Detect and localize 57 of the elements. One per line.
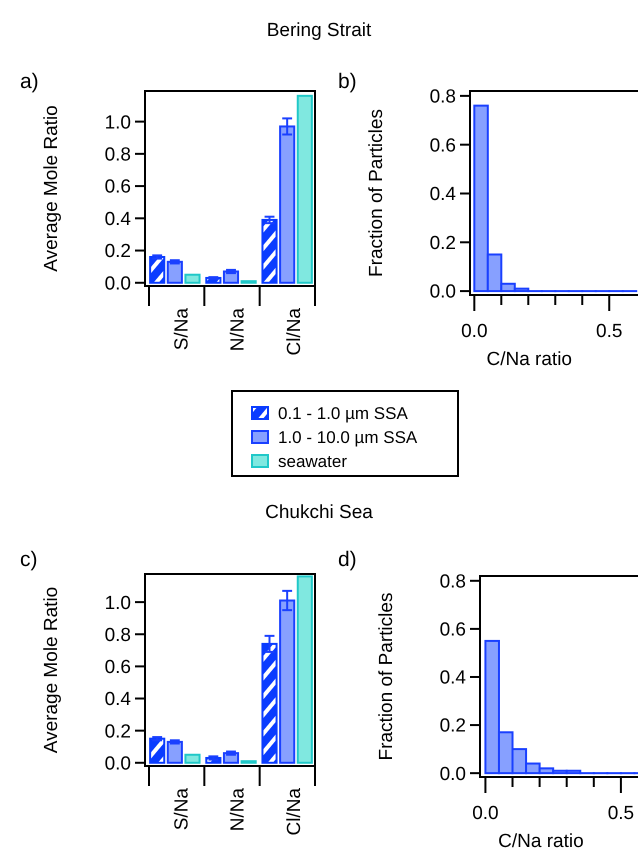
y-axis-title: Average Mole Ratio xyxy=(41,105,62,272)
legend-label: 1.0 - 10.0 µm SSA xyxy=(278,428,418,447)
y-axis-title: Fraction of Particles xyxy=(366,109,387,277)
text: c) xyxy=(20,548,38,571)
bar xyxy=(296,94,313,284)
y-tick-label: 0.0 xyxy=(104,753,131,774)
bar xyxy=(184,274,201,284)
x-tick-label: Cl/Na xyxy=(284,788,305,836)
bar xyxy=(296,575,313,764)
y-axis-title: Average Mole Ratio xyxy=(41,586,62,754)
y-tick-label: 0.2 xyxy=(104,241,131,262)
y-tick-label: 0.6 xyxy=(440,620,466,641)
x-tick-label: S/Na xyxy=(171,788,192,830)
y-tick-label: 0.2 xyxy=(430,232,456,254)
y-tick-label: 0.2 xyxy=(104,721,131,742)
x-tick-label: Cl/Na xyxy=(284,308,305,356)
y-tick-label: 0.0 xyxy=(430,282,456,303)
y-tick-label: 0.6 xyxy=(104,176,131,198)
y-tick-label: 0.8 xyxy=(104,144,131,166)
x-tick-label: 0.0 xyxy=(472,803,499,824)
chart-title: Bering Strait xyxy=(266,20,372,41)
y-tick-label: 0.4 xyxy=(430,184,456,206)
bar xyxy=(261,218,278,284)
bar xyxy=(261,642,278,764)
y-tick-label: 0.4 xyxy=(440,668,466,689)
x-axis-title: C/Na ratio xyxy=(498,831,584,851)
legend-label: seawater xyxy=(278,452,348,471)
x-tick-label: S/Na xyxy=(171,308,192,350)
x-tick-label: 0.5 xyxy=(596,321,622,342)
y-tick-label: 0.4 xyxy=(104,208,132,230)
y-tick-label: 0.6 xyxy=(430,135,456,156)
text: b) xyxy=(338,70,357,93)
x-tick-label: N/Na xyxy=(228,788,249,832)
y-axis-title: Fraction of Particles xyxy=(376,592,397,760)
bar xyxy=(166,260,183,284)
y-tick-label: 0.8 xyxy=(440,571,466,592)
y-tick-label: 1.0 xyxy=(104,112,131,134)
bar xyxy=(149,256,166,284)
x-axis-title: C/Na ratio xyxy=(486,349,572,370)
x-tick-label: N/Na xyxy=(228,308,249,352)
y-tick-label: 0.6 xyxy=(104,657,131,678)
y-tick-label: 0.0 xyxy=(104,273,131,294)
y-tick-label: 0.2 xyxy=(440,716,466,737)
bar xyxy=(184,754,201,764)
y-tick-label: 0.8 xyxy=(104,624,131,646)
y-tick-label: 1.0 xyxy=(104,592,131,614)
y-tick-label: 0.8 xyxy=(430,86,456,108)
x-tick-label: 0.5 xyxy=(608,803,634,824)
bar xyxy=(149,738,166,764)
y-tick-label: 0.0 xyxy=(440,764,466,785)
x-tick-label: 0.0 xyxy=(461,321,488,342)
chart-title: Chukchi Sea xyxy=(265,502,374,523)
text: d) xyxy=(338,548,357,571)
y-tick-label: 0.4 xyxy=(104,689,132,710)
text: a) xyxy=(20,70,39,93)
legend-label: 0.1 - 1.0 µm SSA xyxy=(278,404,408,423)
bar xyxy=(166,740,183,764)
